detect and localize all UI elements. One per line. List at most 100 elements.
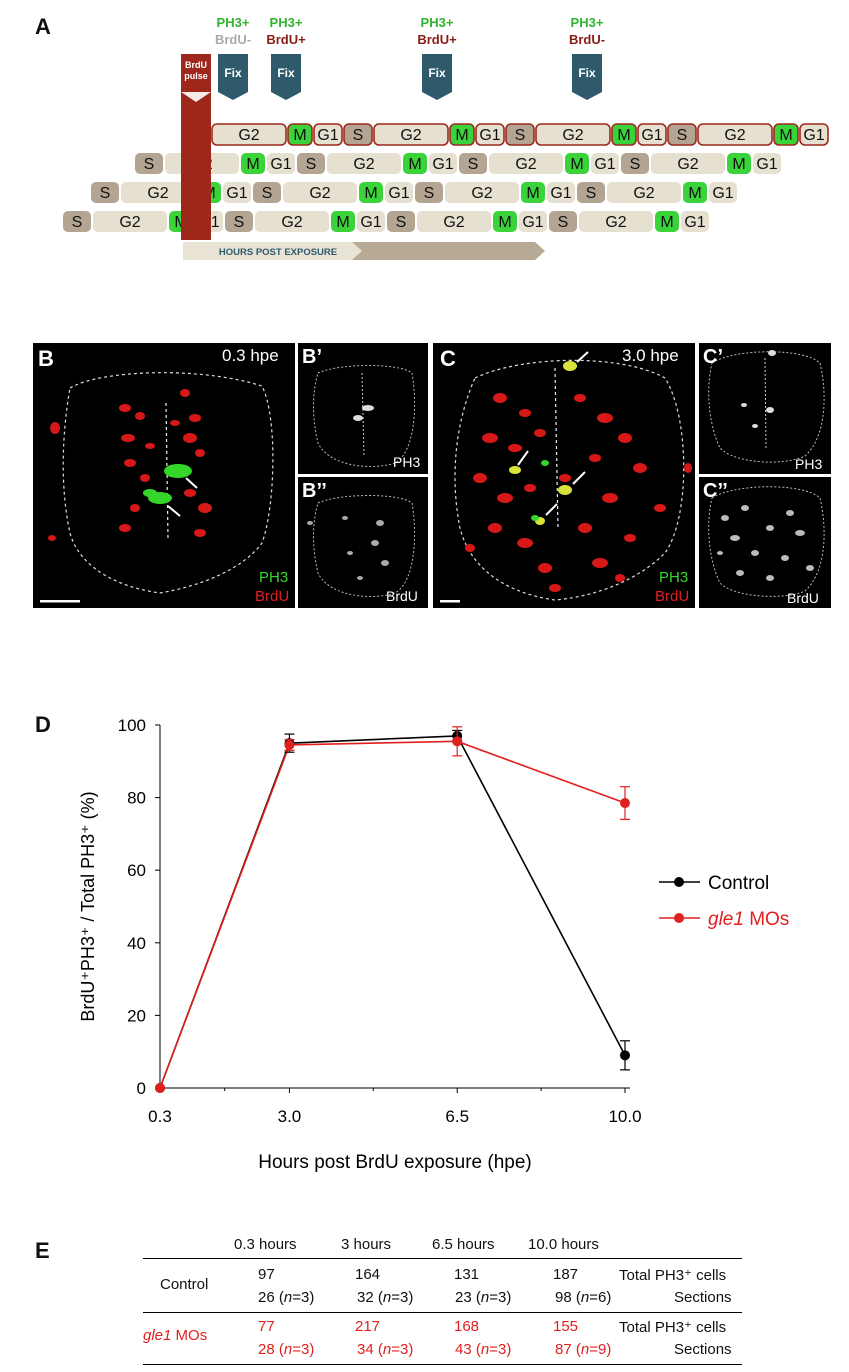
microscopy-panels	[33, 343, 831, 608]
svg-text:S: S	[353, 127, 364, 144]
fix-marker: PH3+ BrdU+ Fix	[417, 15, 457, 100]
y-tick-label: 0	[137, 1079, 146, 1098]
y-tick-label: 60	[127, 861, 146, 880]
svg-text:G1: G1	[317, 127, 338, 144]
svg-text:G2: G2	[605, 214, 626, 231]
y-tick-label: 80	[127, 789, 146, 808]
series-line	[159, 740, 626, 1089]
phase-g1: G1	[591, 153, 619, 174]
svg-text:G2: G2	[562, 127, 583, 144]
svg-text:M: M	[246, 156, 259, 173]
svg-text:S: S	[586, 185, 597, 202]
row-group-gle1: gle1 MOs	[143, 1327, 208, 1344]
phase-g2: G2	[255, 211, 329, 232]
phase-m: M	[611, 123, 637, 146]
svg-text:Control: Control	[708, 873, 769, 894]
svg-text:G1: G1	[226, 185, 247, 202]
svg-text:G1: G1	[479, 127, 500, 144]
panel-c-letter: C	[440, 346, 456, 371]
legend-entry: Control	[659, 873, 769, 894]
phase-g1: G1	[385, 182, 413, 203]
table-cell: 97	[258, 1266, 275, 1283]
phase-g1: G1	[475, 123, 505, 146]
svg-text:G2: G2	[238, 127, 259, 144]
svg-text:G1: G1	[641, 127, 662, 144]
y-tick-label: 20	[127, 1006, 146, 1025]
svg-text:S: S	[262, 185, 273, 202]
panel-b-time: 0.3 hpe	[222, 346, 279, 365]
svg-text:G2: G2	[400, 127, 421, 144]
row-group-control: Control	[160, 1276, 209, 1293]
panel-c-time: 3.0 hpe	[622, 346, 679, 365]
row-label: Sections	[674, 1289, 732, 1306]
table-cell-n: 23 (n=3)	[455, 1289, 512, 1306]
y-tick-label: 40	[127, 934, 146, 953]
data-point	[620, 798, 630, 809]
table-cell: 187	[553, 1266, 579, 1283]
panel-c-marker-brdu: BrdU	[655, 588, 690, 605]
phase-s: S	[549, 211, 577, 232]
svg-text:S: S	[72, 214, 83, 231]
phase-s: S	[135, 153, 163, 174]
phase-g1: G1	[267, 153, 295, 174]
phase-s: S	[91, 182, 119, 203]
panel-b-double-prime-letter: B’’	[302, 480, 327, 502]
phase-g1: G1	[357, 211, 385, 232]
table-rule-bottom	[143, 1364, 742, 1365]
phase-g2: G2	[607, 182, 681, 203]
phase-g2: G2	[489, 153, 563, 174]
phase-m: M	[521, 182, 545, 203]
table-cell-n: 87 (n=9)	[555, 1341, 612, 1358]
table-cell-n: 43 (n=3)	[455, 1341, 512, 1358]
phase-g1: G1	[681, 211, 709, 232]
svg-text:M: M	[408, 156, 421, 173]
svg-text:G2: G2	[471, 185, 492, 202]
col-header: 3 hours	[341, 1236, 392, 1253]
col-header: 6.5 hours	[432, 1236, 495, 1253]
svg-text:M: M	[660, 214, 673, 231]
phase-g2: G2	[697, 123, 773, 146]
svg-text:S: S	[424, 185, 435, 202]
phase-g1: G1	[429, 153, 457, 174]
phase-g2: G2	[283, 182, 357, 203]
svg-text:G1: G1	[388, 185, 409, 202]
phase-g2: G2	[93, 211, 167, 232]
phase-s: S	[415, 182, 443, 203]
panel-b-prime-label: PH3	[393, 454, 421, 470]
phase-m: M	[493, 211, 517, 232]
y-tick-label: 100	[118, 716, 146, 735]
svg-text:S: S	[144, 156, 155, 173]
svg-text:PH3+: PH3+	[270, 15, 303, 30]
phase-s: S	[621, 153, 649, 174]
panel-c-prime-image	[699, 343, 831, 474]
data-point	[620, 1050, 630, 1061]
panel-c-prime-label: PH3	[795, 456, 823, 472]
phase-s: S	[505, 123, 535, 146]
phase-m: M	[683, 182, 707, 203]
phase-g1: G1	[709, 182, 737, 203]
hours-post-exposure-arrow: HOURS POST EXPOSURE	[183, 242, 545, 260]
table-cell: 131	[454, 1266, 480, 1283]
panel-b-double-prime-label: BrdU	[386, 588, 418, 604]
phase-m: M	[773, 123, 799, 146]
panel-b-prime-letter: B’	[302, 346, 322, 368]
svg-text:M: M	[455, 127, 468, 144]
svg-text:G1: G1	[684, 214, 705, 231]
svg-text:G2: G2	[353, 156, 374, 173]
x-tick-label: 0.3	[148, 1107, 172, 1126]
svg-text:Fix: Fix	[428, 66, 446, 80]
table-cell-n: 28 (n=3)	[258, 1341, 315, 1358]
svg-text:PH3+: PH3+	[571, 15, 604, 30]
svg-text:S: S	[630, 156, 641, 173]
phase-g2: G2	[535, 123, 611, 146]
phase-g2: G2	[211, 123, 287, 146]
svg-text:M: M	[688, 185, 701, 202]
phase-s: S	[63, 211, 91, 232]
panel-c-image	[433, 343, 695, 608]
phase-m: M	[727, 153, 751, 174]
data-point	[155, 1083, 165, 1093]
row-label: Sections	[674, 1341, 732, 1358]
svg-text:S: S	[100, 185, 111, 202]
cell-cycle-row: SG2MG1SG2MG1SG2MG1SG2MG1	[91, 182, 737, 203]
phase-m: M	[449, 123, 475, 146]
